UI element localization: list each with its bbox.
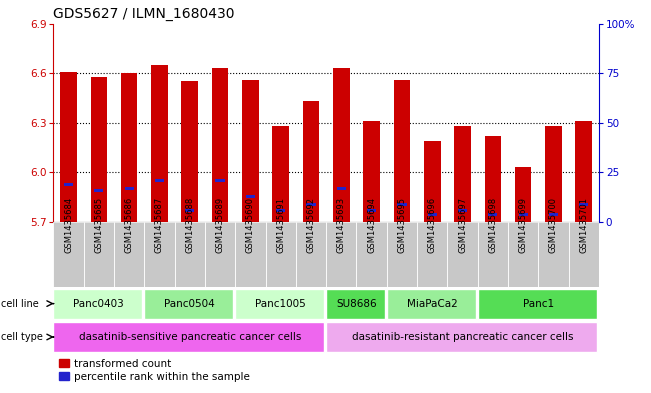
FancyBboxPatch shape <box>417 222 447 287</box>
Bar <box>488 213 497 216</box>
Bar <box>246 195 255 198</box>
Bar <box>333 68 350 222</box>
FancyBboxPatch shape <box>114 222 145 287</box>
Bar <box>397 203 406 206</box>
Legend: transformed count, percentile rank within the sample: transformed count, percentile rank withi… <box>59 359 250 382</box>
FancyBboxPatch shape <box>387 222 417 287</box>
FancyBboxPatch shape <box>538 222 568 287</box>
Bar <box>454 126 471 222</box>
FancyBboxPatch shape <box>326 222 357 287</box>
Bar <box>121 73 137 222</box>
Text: GSM1435699: GSM1435699 <box>519 197 528 253</box>
Bar <box>215 179 225 182</box>
FancyBboxPatch shape <box>296 222 326 287</box>
Text: GDS5627 / ILMN_1680430: GDS5627 / ILMN_1680430 <box>53 7 235 21</box>
Text: SU8686: SU8686 <box>336 299 377 309</box>
Text: GSM1435691: GSM1435691 <box>276 197 285 253</box>
Bar <box>549 213 558 216</box>
Text: GSM1435700: GSM1435700 <box>549 197 558 253</box>
Bar <box>545 126 562 222</box>
Bar <box>394 80 410 222</box>
Text: GSM1435689: GSM1435689 <box>215 197 225 253</box>
Bar <box>367 209 376 212</box>
Text: GSM1435697: GSM1435697 <box>458 197 467 253</box>
Bar <box>64 183 73 186</box>
Text: GSM1435695: GSM1435695 <box>397 197 406 253</box>
Bar <box>212 68 229 222</box>
Text: GSM1435685: GSM1435685 <box>94 197 104 253</box>
FancyBboxPatch shape <box>145 222 174 287</box>
Text: GSM1435687: GSM1435687 <box>155 197 164 253</box>
Text: cell line: cell line <box>1 299 38 309</box>
Bar <box>272 126 289 222</box>
Bar <box>124 187 133 190</box>
Text: dasatinib-sensitive pancreatic cancer cells: dasatinib-sensitive pancreatic cancer ce… <box>79 332 301 342</box>
FancyBboxPatch shape <box>53 322 324 352</box>
Bar <box>185 209 195 212</box>
FancyBboxPatch shape <box>53 288 143 319</box>
Text: GSM1435688: GSM1435688 <box>186 197 194 253</box>
FancyBboxPatch shape <box>174 222 205 287</box>
FancyBboxPatch shape <box>447 222 478 287</box>
Text: Panc1005: Panc1005 <box>255 299 306 309</box>
Text: Panc0504: Panc0504 <box>165 299 215 309</box>
Bar <box>242 80 258 222</box>
FancyBboxPatch shape <box>568 222 599 287</box>
FancyBboxPatch shape <box>205 222 235 287</box>
FancyBboxPatch shape <box>387 288 476 319</box>
Bar <box>276 209 285 212</box>
Bar <box>182 81 198 222</box>
Bar <box>424 141 441 222</box>
Bar <box>575 121 592 222</box>
Text: dasatinib-resistant pancreatic cancer cells: dasatinib-resistant pancreatic cancer ce… <box>352 332 574 342</box>
FancyBboxPatch shape <box>145 288 234 319</box>
Text: GSM1435698: GSM1435698 <box>488 197 497 253</box>
Text: GSM1435686: GSM1435686 <box>124 197 133 253</box>
Bar <box>579 203 589 206</box>
Text: GSM1435701: GSM1435701 <box>579 197 589 253</box>
Bar <box>484 136 501 222</box>
FancyBboxPatch shape <box>326 322 597 352</box>
Bar <box>458 209 467 212</box>
Text: Panc1: Panc1 <box>523 299 554 309</box>
Bar <box>90 77 107 222</box>
Text: GSM1435696: GSM1435696 <box>428 197 437 253</box>
Text: GSM1435693: GSM1435693 <box>337 197 346 253</box>
Bar <box>94 189 104 192</box>
Bar <box>303 101 320 222</box>
Bar <box>428 213 437 216</box>
Bar <box>155 179 164 182</box>
Bar <box>515 167 531 222</box>
Bar <box>307 203 316 206</box>
Text: GSM1435684: GSM1435684 <box>64 197 73 253</box>
Text: Panc0403: Panc0403 <box>74 299 124 309</box>
FancyBboxPatch shape <box>53 222 84 287</box>
FancyBboxPatch shape <box>235 222 266 287</box>
FancyBboxPatch shape <box>266 222 296 287</box>
FancyBboxPatch shape <box>84 222 114 287</box>
Bar <box>151 65 168 222</box>
Bar <box>60 72 77 222</box>
Bar <box>363 121 380 222</box>
Bar <box>337 187 346 190</box>
FancyBboxPatch shape <box>235 288 324 319</box>
FancyBboxPatch shape <box>478 288 597 319</box>
Bar <box>519 213 528 216</box>
Text: GSM1435690: GSM1435690 <box>246 197 255 253</box>
Text: GSM1435694: GSM1435694 <box>367 197 376 253</box>
Text: GSM1435692: GSM1435692 <box>307 197 316 253</box>
FancyBboxPatch shape <box>326 288 385 319</box>
Text: cell type: cell type <box>1 332 42 342</box>
FancyBboxPatch shape <box>357 222 387 287</box>
FancyBboxPatch shape <box>508 222 538 287</box>
Text: MiaPaCa2: MiaPaCa2 <box>407 299 458 309</box>
FancyBboxPatch shape <box>478 222 508 287</box>
